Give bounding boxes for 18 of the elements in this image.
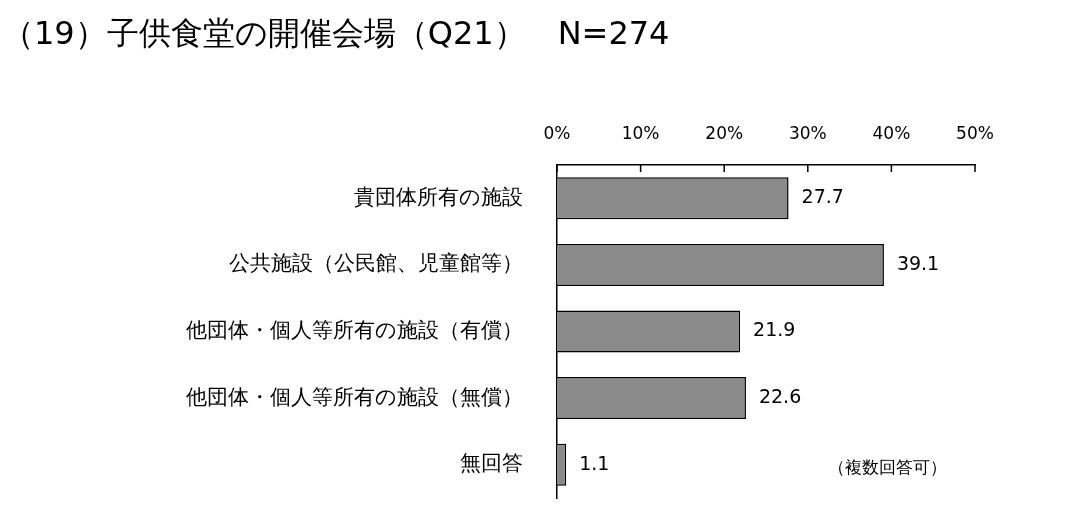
- data-label: 22.6: [758, 385, 802, 408]
- x-tick-label: 0%: [543, 123, 571, 144]
- x-tick-label: 40%: [872, 123, 911, 144]
- x-tick-label: 20%: [705, 123, 744, 144]
- y-tick-label: 他団体・個人等所有の施設（有償）: [186, 317, 523, 342]
- x-tick-label: 30%: [788, 123, 827, 144]
- y-tick-label: 無回答: [460, 451, 523, 476]
- data-label: 1.1: [579, 451, 610, 474]
- y-tick-label: 貴団体所有の施設: [354, 184, 523, 209]
- y-tick-label: 他団体・個人等所有の施設（無償）: [186, 384, 523, 409]
- chart-title: （19）子供食堂の開催会場（Q21） N=274: [2, 13, 670, 53]
- annotation: （複数回答可）: [828, 456, 947, 478]
- y-tick-label: 公共施設（公民館、児童館等）: [229, 251, 523, 276]
- data-label: 21.9: [753, 318, 796, 341]
- x-tick-label: 10%: [621, 123, 660, 144]
- data-label: 39.1: [896, 251, 940, 274]
- x-tick-label: 50%: [956, 123, 994, 144]
- data-label: 27.7: [801, 185, 844, 208]
